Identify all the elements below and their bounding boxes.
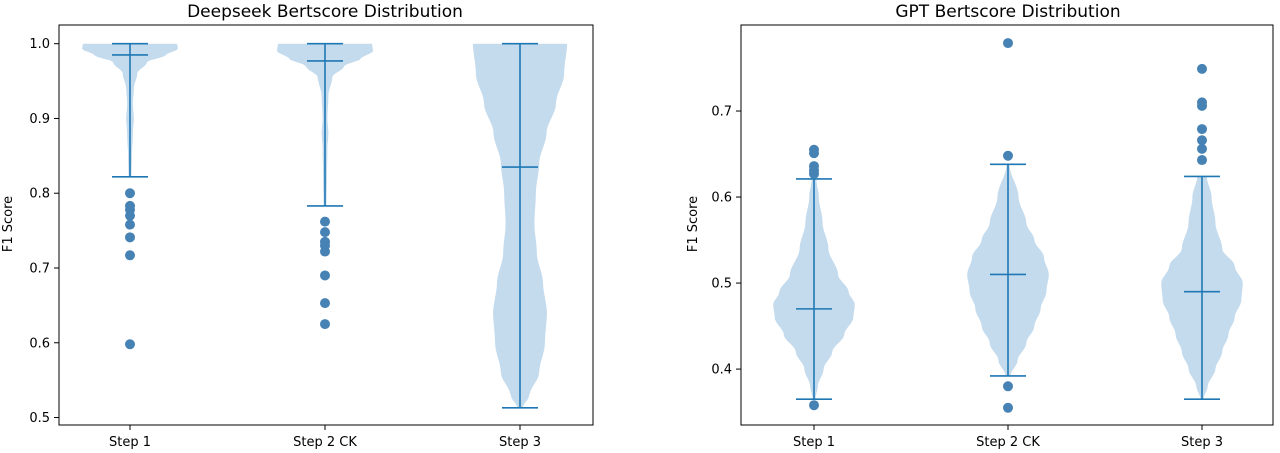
outlier-point	[1003, 150, 1013, 161]
y-axis-label-deepseek: F1 Score	[1, 196, 16, 252]
outlier-point	[125, 339, 135, 350]
outlier-point	[1197, 155, 1207, 166]
outlier-point	[320, 227, 330, 238]
outlier-point	[809, 168, 819, 179]
y-tick-label: 0.9	[29, 112, 50, 127]
y-tick-label: 0.5	[711, 277, 732, 292]
outlier-point	[320, 298, 330, 309]
y-tick-label: 0.5	[29, 411, 50, 426]
outlier-point	[125, 219, 135, 230]
outlier-point	[320, 246, 330, 257]
y-tick-label: 0.7	[711, 105, 732, 120]
x-tick-label: Step 1	[109, 435, 151, 450]
y-tick-label: 0.4	[711, 363, 732, 378]
x-tick-label: Step 2 CK	[976, 435, 1040, 450]
outlier-point	[1197, 124, 1207, 135]
outlier-point	[125, 210, 135, 221]
axes-frame	[740, 24, 1274, 426]
outlier-point	[1003, 38, 1013, 49]
outlier-point	[320, 216, 330, 227]
outlier-point	[125, 188, 135, 199]
outlier-point	[809, 148, 819, 159]
y-tick-label: 0.6	[29, 336, 50, 351]
outlier-point	[1003, 381, 1013, 392]
x-tick-label: Step 1	[793, 435, 835, 450]
outlier-point	[1197, 143, 1207, 154]
y-axis-label-gpt: F1 Score	[686, 196, 701, 252]
outlier-point	[1197, 135, 1207, 146]
y-tick-label: 1.0	[29, 37, 50, 52]
x-tick-label: Step 3	[1181, 435, 1223, 450]
y-tick-label: 0.6	[711, 191, 732, 206]
outlier-point	[1003, 402, 1013, 413]
outlier-point	[125, 250, 135, 261]
chart-title-deepseek: Deepseek Bertscore Distribution	[187, 2, 463, 22]
outlier-point	[125, 232, 135, 243]
y-tick-label: 0.8	[29, 187, 50, 202]
outlier-point	[320, 270, 330, 281]
x-tick-label: Step 3	[499, 435, 541, 450]
outlier-point	[809, 400, 819, 411]
x-tick-label: Step 2 CK	[293, 435, 357, 450]
axes-frame	[58, 24, 594, 426]
outlier-point	[1197, 63, 1207, 74]
outlier-point	[1197, 100, 1207, 111]
outlier-point	[320, 319, 330, 330]
y-tick-label: 0.7	[29, 261, 50, 276]
chart-title-gpt: GPT Bertscore Distribution	[895, 2, 1120, 22]
